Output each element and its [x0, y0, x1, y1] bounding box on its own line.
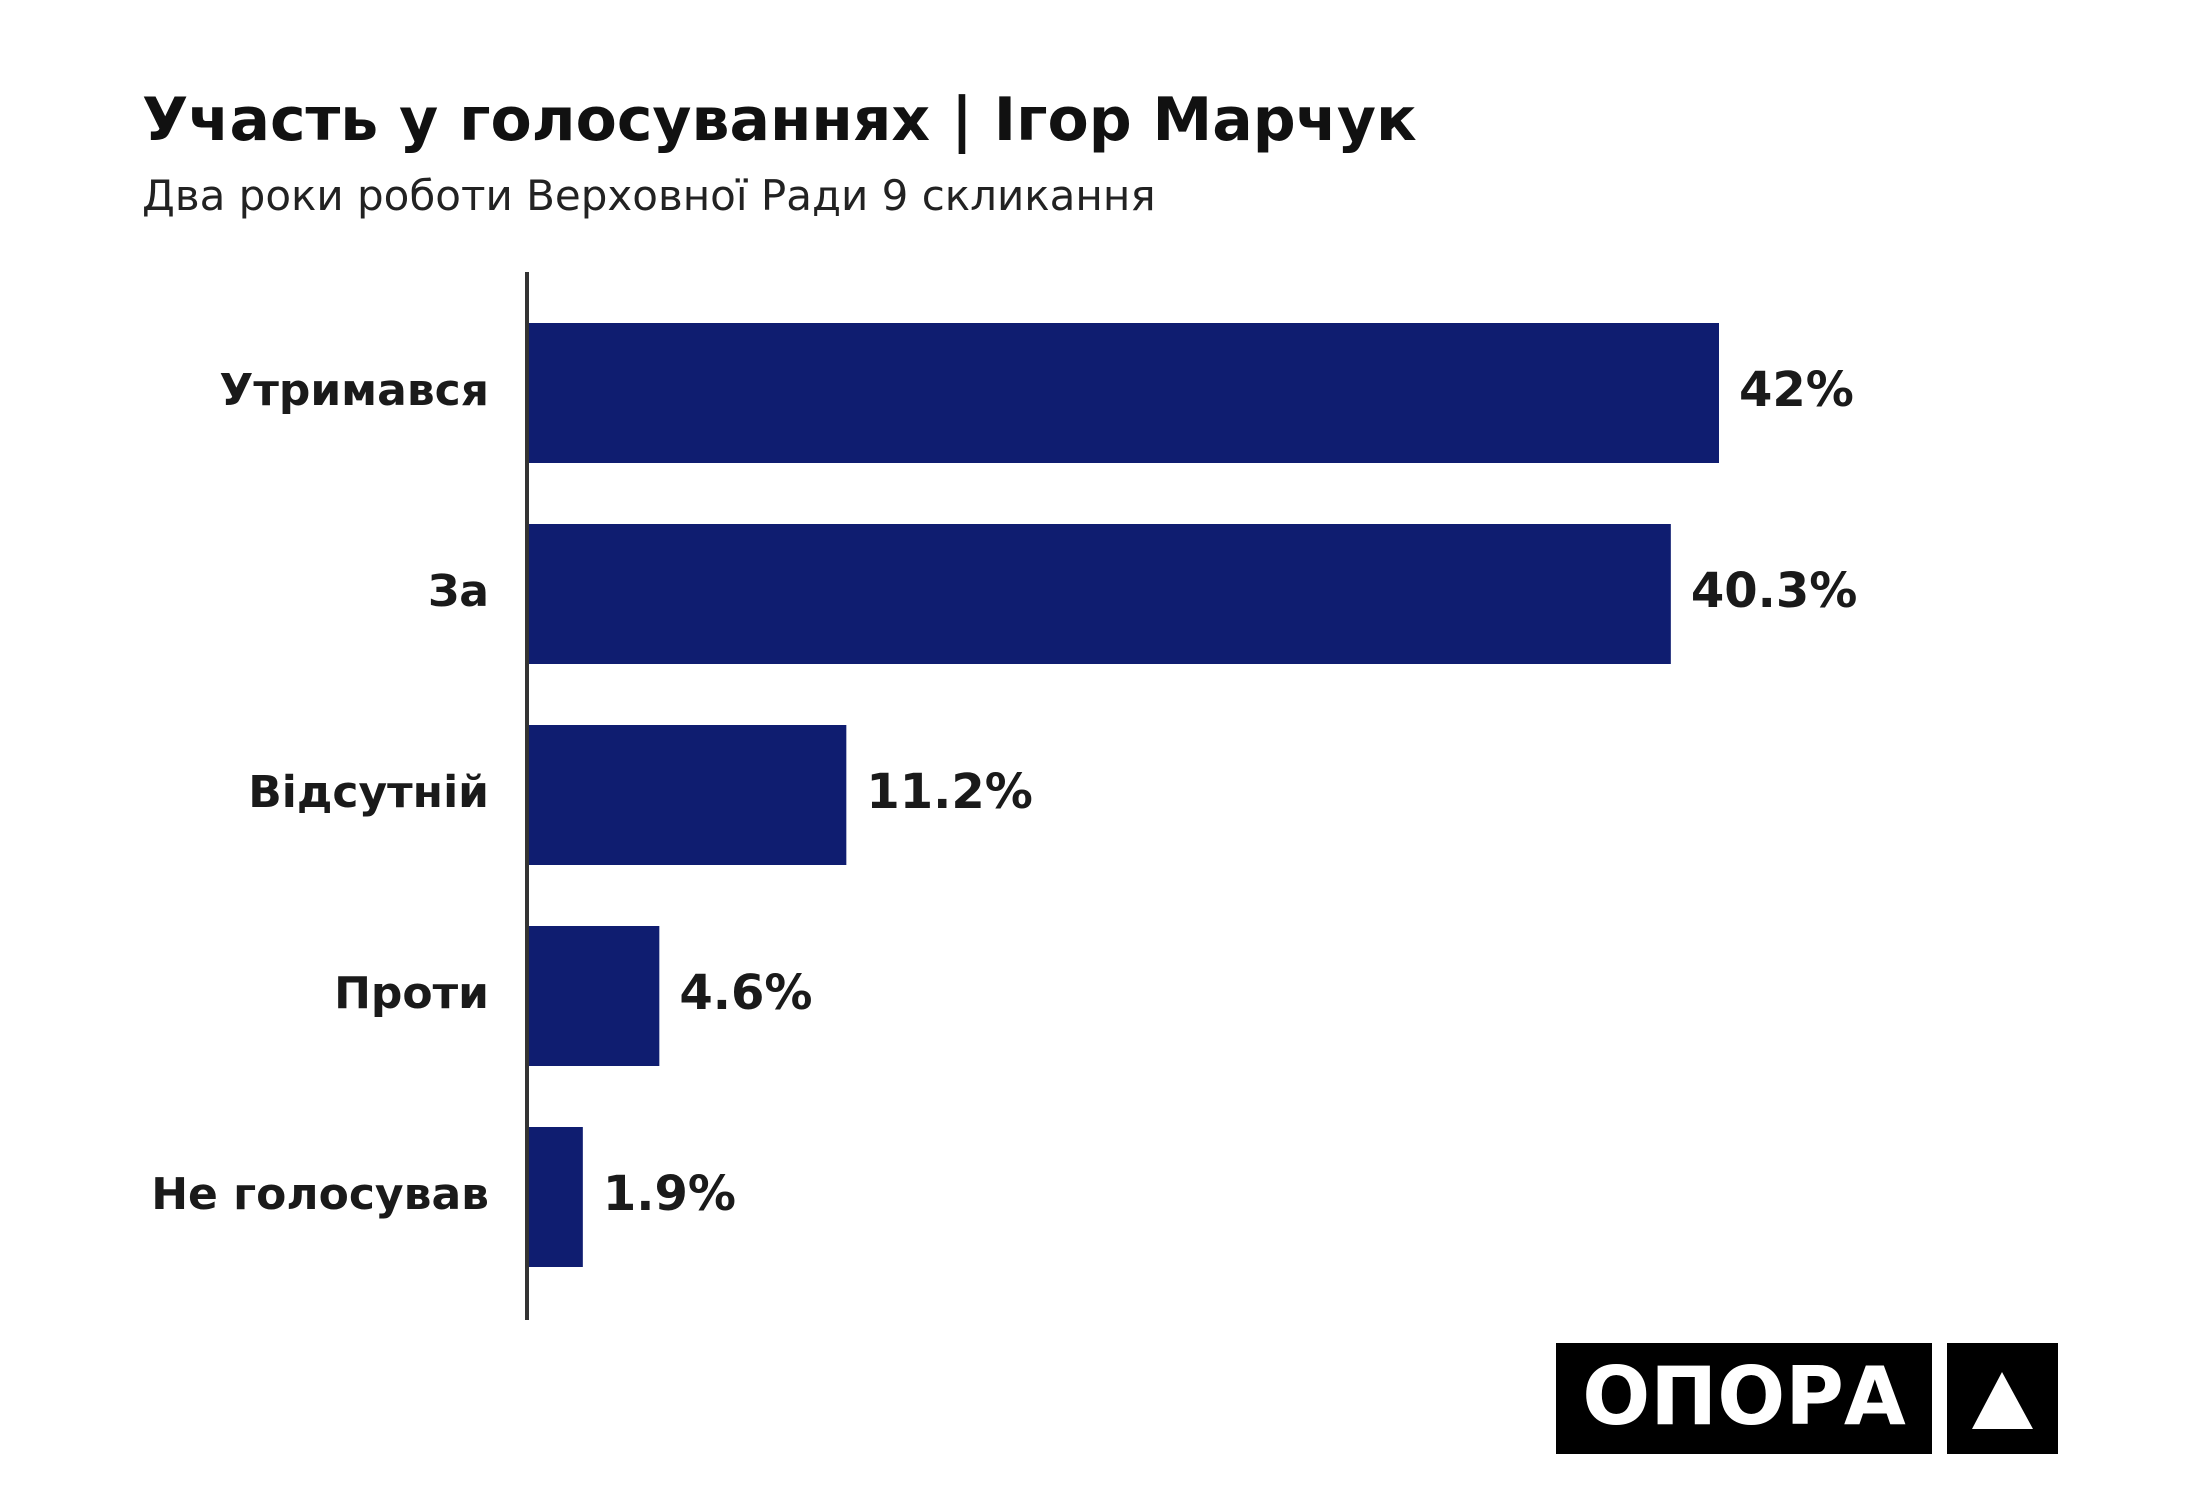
bar [529, 323, 1719, 463]
logo-box [1556, 1343, 1932, 1454]
data-label: 42% [1739, 362, 1854, 418]
y-tick-label: Відсутній [248, 767, 489, 818]
bar [529, 926, 660, 1066]
chart-subtitle: Два роки роботи Верховної Ради 9 скликан… [142, 171, 1156, 220]
data-label: 40.3% [1691, 563, 1858, 619]
data-label: 4.6% [679, 965, 812, 1021]
chart-title: Участь у голосуваннях | Ігор Марчук [142, 85, 1417, 155]
logo-text: ОПОРА [1582, 1350, 1906, 1443]
data-label: 11.2% [866, 764, 1033, 820]
logo-triangle [1972, 1372, 2033, 1429]
y-tick-label: Утримався [219, 365, 489, 416]
bar [529, 725, 847, 865]
bar [529, 1127, 583, 1267]
y-tick-label: За [428, 566, 489, 617]
data-label: 1.9% [603, 1166, 736, 1222]
bar [529, 524, 1671, 664]
y-tick-label: Не голосував [151, 1169, 489, 1220]
y-tick-label: Проти [334, 968, 489, 1019]
